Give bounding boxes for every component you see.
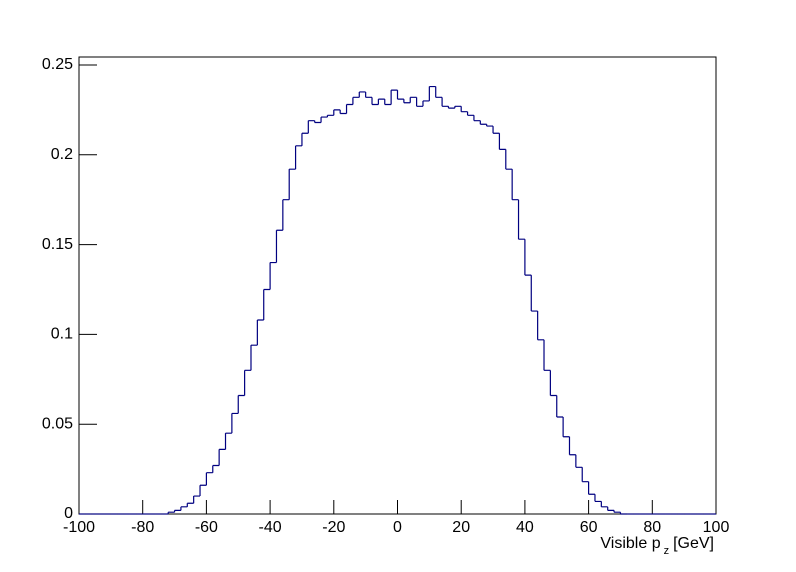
histogram-bin [575, 454, 583, 468]
histogram-bin [250, 344, 258, 371]
y-tick-label: 0.1 [51, 326, 73, 343]
histogram-bin [581, 467, 589, 483]
histogram-bin [600, 501, 608, 508]
histogram-bin [441, 97, 449, 107]
x-label-sub: z [664, 545, 670, 557]
histogram-bin [256, 319, 264, 346]
histogram-bin [505, 149, 513, 170]
histogram-bin [447, 106, 455, 109]
x-tick-label: 100 [703, 519, 730, 536]
histogram-bin [173, 509, 181, 513]
histogram-bin [498, 133, 506, 151]
x-tick-label: 20 [452, 519, 470, 536]
histogram-bin [607, 506, 615, 512]
histogram-bin [231, 412, 239, 434]
x-axis-label: Visible p z [GeV] [600, 535, 714, 557]
histogram-bin [314, 120, 322, 124]
histogram-bin [339, 109, 347, 115]
histogram-bin [224, 432, 232, 450]
histogram-bin [466, 111, 474, 116]
x-label-text: Visible p [600, 535, 660, 552]
x-tick-label: -20 [322, 519, 345, 536]
histogram-bin [186, 502, 194, 507]
y-tick-label: 0.2 [51, 146, 73, 163]
histogram-bin [371, 97, 379, 106]
histogram-bin [588, 481, 595, 495]
histogram-bin [365, 91, 373, 98]
histogram-bin [613, 510, 621, 513]
histogram-bin [345, 103, 353, 114]
histogram-bin [517, 199, 525, 240]
histogram-bin [320, 116, 328, 123]
histogram-bin [396, 90, 404, 100]
x-tick-label: -80 [131, 519, 154, 536]
histogram-bin [511, 169, 519, 201]
histogram-bin [556, 395, 564, 418]
histogram-bin [301, 132, 309, 146]
histogram-bin [562, 417, 570, 438]
histogram-bin [384, 99, 392, 106]
histogram-bin [377, 98, 385, 105]
histogram-bin [244, 369, 251, 396]
y-tick-label: 0.25 [42, 56, 73, 73]
histogram-bin [307, 120, 315, 134]
histogram-bin [352, 96, 360, 105]
histogram-bin [193, 495, 201, 504]
y-tick-label: 0.15 [42, 236, 73, 253]
x-tick-label: 60 [580, 519, 598, 536]
histogram-bin [180, 506, 188, 511]
x-tick-label: 0 [393, 519, 402, 536]
histogram-bin [473, 115, 481, 122]
plot-frame [78, 56, 717, 515]
histogram-bin [358, 91, 366, 98]
histogram-bin [333, 109, 341, 116]
histogram-bin [594, 494, 602, 503]
x-tick-label: -60 [195, 519, 218, 536]
histogram-bin [543, 339, 551, 371]
x-tick-label: -40 [259, 519, 282, 536]
histogram-bin [428, 85, 436, 101]
histogram-bin [167, 511, 175, 514]
histogram-bin [205, 472, 213, 486]
histogram-bin [422, 100, 430, 107]
histogram-bin [454, 105, 462, 109]
histogram-bin [537, 311, 545, 341]
histogram-bin [524, 239, 532, 276]
y-tick-label: 0.05 [42, 415, 73, 432]
histogram-bin [492, 126, 500, 134]
x-tick-label: 40 [516, 519, 534, 536]
x-tick-label: 80 [643, 519, 661, 536]
histogram-bin [294, 145, 302, 170]
histogram-bin [403, 99, 411, 104]
histogram-bin [269, 261, 277, 290]
x-label-unit: [GeV] [673, 535, 714, 552]
histogram-bin [275, 229, 283, 263]
histogram-bin [435, 86, 443, 98]
histogram-bin [390, 89, 398, 105]
histogram-bin [549, 370, 557, 397]
histogram-bin [530, 275, 538, 312]
histogram-bin [237, 394, 245, 414]
histogram-bin [479, 120, 487, 125]
histogram-bin [409, 96, 417, 103]
histogram-bin [282, 199, 290, 231]
histogram-bin [326, 114, 334, 118]
histogram-bin [288, 168, 296, 200]
histogram-bin [263, 288, 271, 321]
x-tick-label: -100 [63, 519, 95, 536]
histogram-bin [486, 124, 494, 127]
y-tick-label: 0 [64, 505, 73, 522]
histogram-bin [416, 97, 423, 107]
histogram-bin [460, 106, 468, 113]
histogram-bin [568, 436, 576, 456]
histogram-bin [212, 464, 220, 473]
histogram-bin [199, 484, 207, 497]
histogram-bin [619, 512, 627, 515]
histogram-bin [218, 448, 226, 466]
